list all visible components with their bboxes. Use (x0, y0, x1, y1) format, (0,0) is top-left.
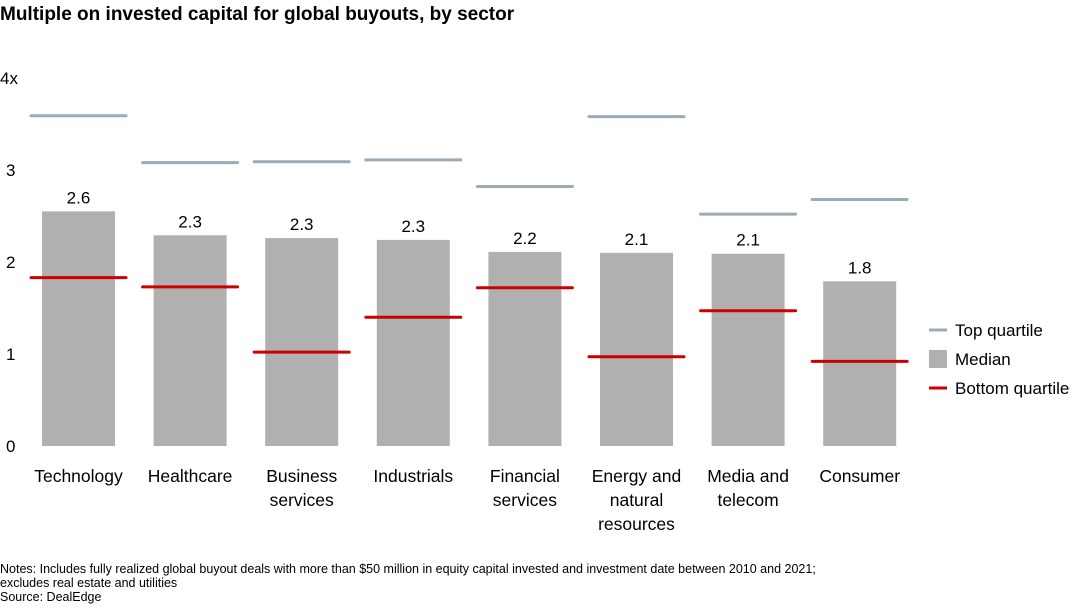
data-label: 2.3 (290, 215, 314, 234)
source: Source: DealEdge (0, 590, 102, 604)
data-label: 1.8 (848, 258, 872, 277)
y-tick-label: 2 (6, 253, 15, 272)
legend-median-swatch (929, 350, 947, 368)
median-bar (600, 252, 673, 446)
x-tick-label: services (270, 490, 334, 510)
data-label: 2.2 (513, 229, 537, 248)
median-bar (488, 251, 562, 446)
data-label: 2.3 (178, 212, 202, 231)
legend-label: Median (955, 350, 1011, 369)
x-tick-label: natural (610, 490, 664, 510)
x-tick-label: Technology (34, 466, 123, 486)
y-tick-label: 0 (6, 437, 15, 456)
data-label: 2.1 (736, 231, 760, 250)
median-bar (153, 235, 227, 446)
data-label: 2.1 (625, 230, 649, 249)
y-tick-label: 3 (6, 161, 15, 180)
notes-line-2: excludes real estate and utilities (0, 576, 178, 590)
x-tick-label: services (493, 490, 557, 510)
median-bar (265, 238, 339, 446)
x-tick-label: Energy and (592, 466, 682, 486)
x-tick-label: telecom (717, 490, 778, 510)
x-tick-label: Media and (707, 466, 789, 486)
median-bar (823, 281, 897, 446)
x-tick-label: Healthcare (148, 466, 233, 486)
x-tick-label: Financial (490, 466, 560, 486)
x-tick-label: Business (266, 466, 337, 486)
x-tick-label: resources (598, 514, 675, 534)
y-tick-label: 4x (0, 69, 18, 88)
median-bar (376, 239, 450, 446)
x-tick-label: Industrials (373, 466, 453, 486)
chart-title: Multiple on invested capital for global … (0, 4, 515, 25)
notes-line-1: Notes: Includes fully realized global bu… (0, 562, 816, 576)
notes: Notes: Includes fully realized global bu… (0, 562, 1060, 604)
data-label: 2.3 (401, 217, 425, 236)
median-bar (711, 253, 785, 446)
chart: 0 1 2 3 4x 2.6 Technology 2.3 Healthcare 2.3 Busin… (0, 69, 1069, 534)
y-tick-label: 1 (6, 345, 15, 364)
median-bar (42, 211, 115, 446)
legend-label: Bottom quartile (955, 379, 1069, 398)
legend-label: Top quartile (955, 321, 1043, 340)
data-label: 2.6 (67, 188, 91, 207)
x-tick-label: Consumer (819, 466, 900, 486)
